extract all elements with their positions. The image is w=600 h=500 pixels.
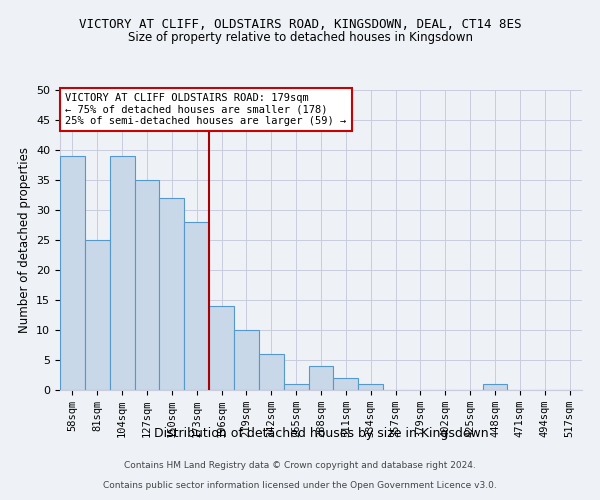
Text: Contains public sector information licensed under the Open Government Licence v3: Contains public sector information licen… bbox=[103, 481, 497, 490]
Text: VICTORY AT CLIFF, OLDSTAIRS ROAD, KINGSDOWN, DEAL, CT14 8ES: VICTORY AT CLIFF, OLDSTAIRS ROAD, KINGSD… bbox=[79, 18, 521, 30]
Bar bbox=[284, 384, 308, 390]
Y-axis label: Number of detached properties: Number of detached properties bbox=[17, 147, 31, 333]
Text: Contains HM Land Registry data © Crown copyright and database right 2024.: Contains HM Land Registry data © Crown c… bbox=[124, 461, 476, 470]
Bar bbox=[234, 330, 259, 390]
Bar bbox=[110, 156, 134, 390]
Bar bbox=[85, 240, 110, 390]
Text: Distribution of detached houses by size in Kingsdown: Distribution of detached houses by size … bbox=[154, 428, 488, 440]
Bar bbox=[160, 198, 184, 390]
Bar bbox=[482, 384, 508, 390]
Bar bbox=[60, 156, 85, 390]
Bar bbox=[184, 222, 209, 390]
Bar bbox=[259, 354, 284, 390]
Bar bbox=[134, 180, 160, 390]
Text: VICTORY AT CLIFF OLDSTAIRS ROAD: 179sqm
← 75% of detached houses are smaller (17: VICTORY AT CLIFF OLDSTAIRS ROAD: 179sqm … bbox=[65, 93, 346, 126]
Bar bbox=[308, 366, 334, 390]
Bar bbox=[334, 378, 358, 390]
Text: Size of property relative to detached houses in Kingsdown: Size of property relative to detached ho… bbox=[128, 31, 473, 44]
Bar bbox=[209, 306, 234, 390]
Bar bbox=[358, 384, 383, 390]
